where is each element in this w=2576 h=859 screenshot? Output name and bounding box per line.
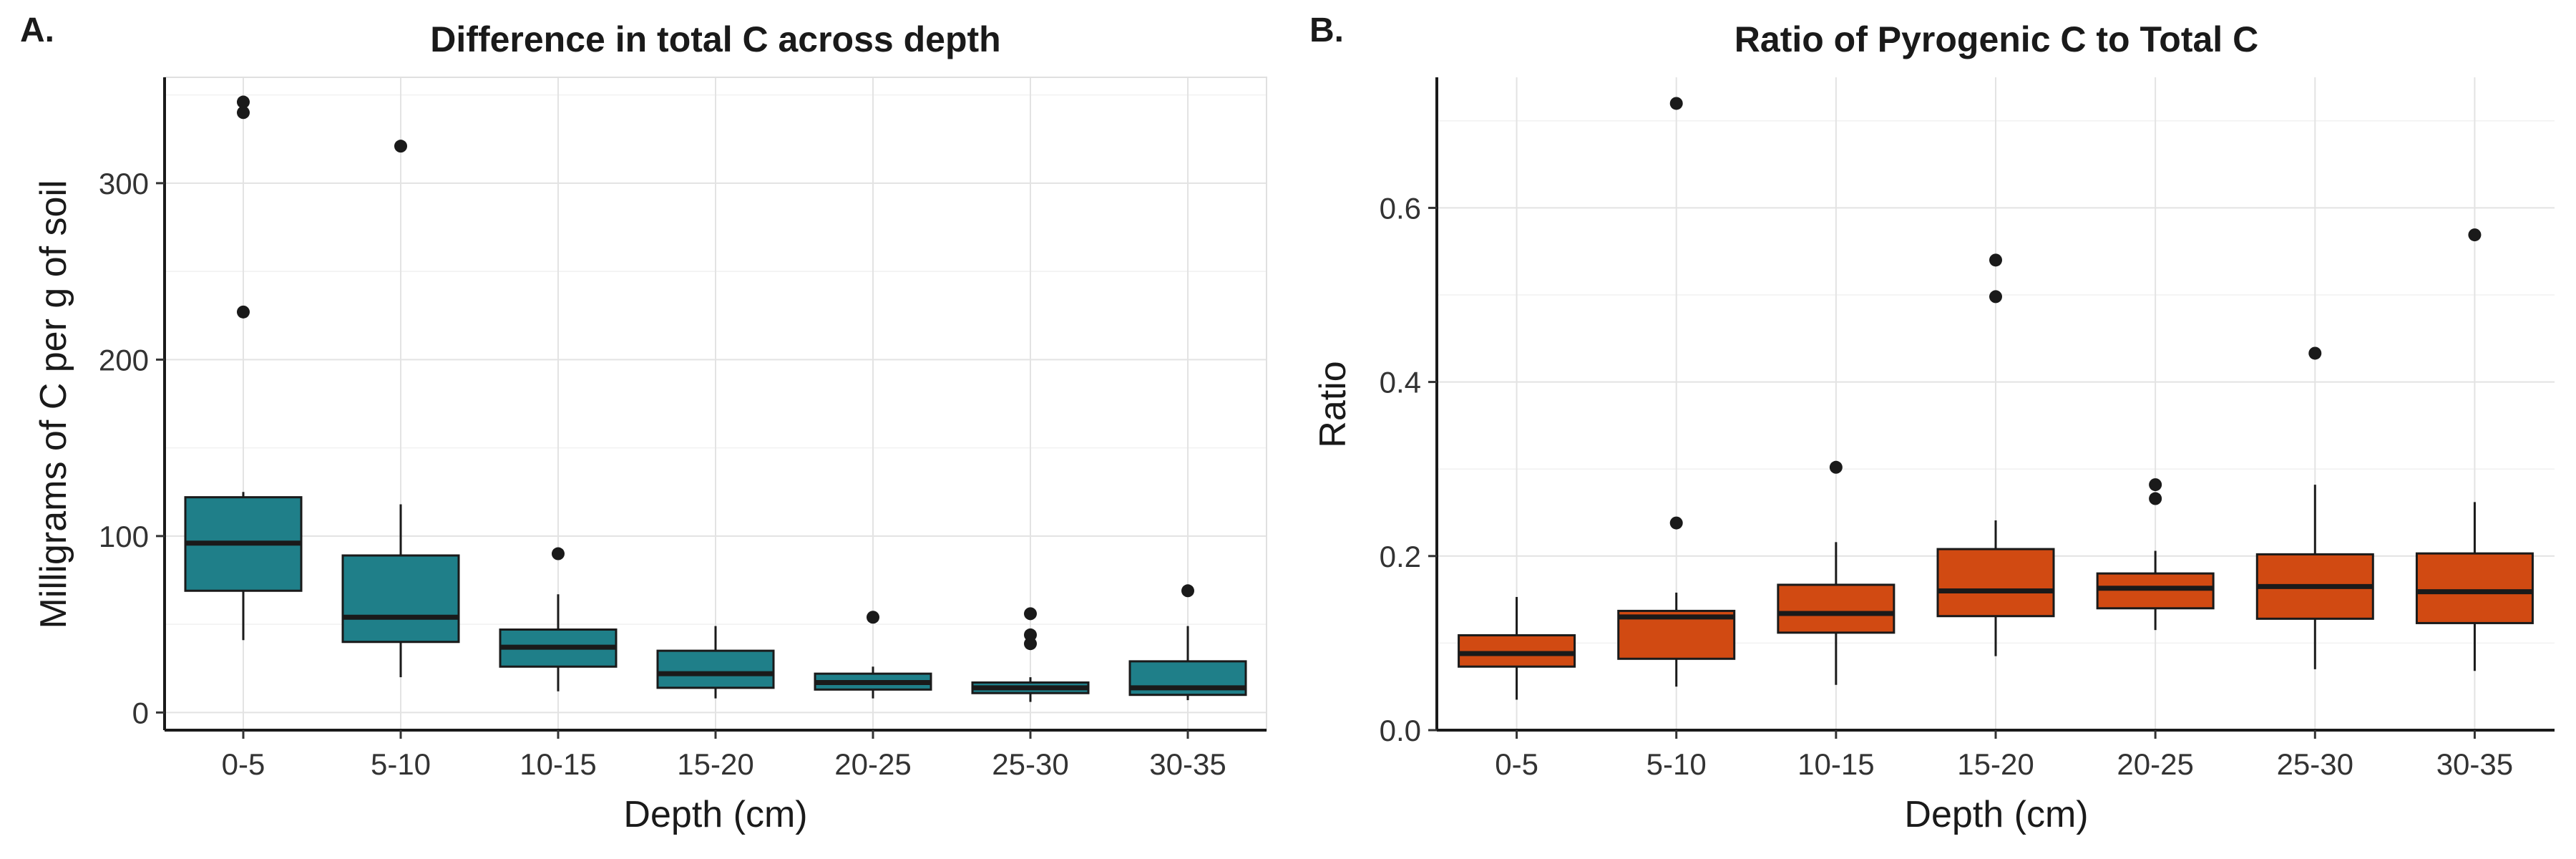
box-10-15: [499, 547, 618, 691]
y-tick-label: 0.4: [1380, 366, 1421, 399]
x-tick-label: 15-20: [1957, 747, 2034, 781]
outlier-point: [552, 547, 565, 560]
box-30-35: [2415, 228, 2534, 671]
x-tick-label: 0-5: [222, 747, 265, 781]
outlier-point: [2149, 478, 2162, 492]
x-tick-label: 10-15: [1797, 747, 1874, 781]
panel-a-ylabel: Milligrams of C per g of soil: [33, 180, 74, 629]
box-0-5: [184, 95, 303, 641]
panel-b-axes: 0.0 0.2 0.4 0.6 0-5 5-10 10-15 15-20 20-25 25-30 3…: [1380, 77, 2555, 781]
iqr-box: [1936, 548, 2055, 618]
x-tick-label: 10-15: [519, 747, 596, 781]
outlier-point: [2468, 228, 2482, 242]
outlier-point: [1989, 290, 2002, 304]
outlier-point: [2308, 346, 2322, 360]
iqr-box: [656, 649, 775, 689]
x-tick-label: 5-10: [1646, 747, 1707, 781]
box-15-20: [1936, 253, 2055, 656]
x-tick-label: 20-25: [2117, 747, 2193, 781]
panel-b: B. Ratio of Pyrogenic C to Total C 0.00.…: [1309, 11, 2555, 835]
outlier-point: [2149, 492, 2162, 505]
x-tick-label: 25-30: [992, 747, 1068, 781]
box-5-10: [341, 140, 460, 678]
box-0-5: [1458, 596, 1576, 700]
iqr-box: [2415, 552, 2534, 624]
panel-b-ylabel: Ratio: [1312, 361, 1354, 447]
outlier-point: [237, 305, 250, 319]
y-tick-label: 100: [99, 520, 149, 553]
box-10-15: [1777, 460, 1896, 685]
outlier-point: [237, 95, 250, 109]
box-5-10: [1617, 97, 1736, 687]
iqr-box: [2096, 572, 2215, 610]
panel-b-title: Ratio of Pyrogenic C to Total C: [1735, 19, 2258, 59]
box-15-20: [656, 626, 775, 699]
panel-a-xlabel: Depth (cm): [623, 794, 807, 835]
outlier-point: [237, 106, 250, 120]
outlier-point: [1829, 460, 1843, 474]
panel-a: A. Difference in total C across depth 0 1…: [20, 11, 1267, 835]
y-tick-label: 200: [99, 343, 149, 377]
iqr-box: [341, 554, 460, 644]
outlier-point: [1669, 97, 1683, 110]
x-tick-label: 25-30: [2277, 747, 2353, 781]
iqr-box: [1458, 634, 1576, 668]
y-tick-label: 0.6: [1380, 191, 1421, 225]
x-tick-label: 0-5: [1495, 747, 1538, 781]
y-tick-label: 300: [99, 167, 149, 200]
y-tick-label: 0: [132, 696, 149, 729]
box-20-25: [814, 611, 932, 699]
outlier-point: [1024, 637, 1037, 651]
outlier-point: [1669, 516, 1683, 530]
panel-a-axes: 0 100 200 300 0-5 5-10 10-15 15-20 20-25 25-30 30-…: [99, 77, 1267, 781]
panel-b-boxes: [1458, 97, 2534, 700]
box-25-30: [971, 607, 1090, 702]
panel-a-boxes: [184, 95, 1247, 702]
outlier-point: [1181, 584, 1194, 598]
outlier-point: [867, 611, 879, 624]
box-30-35: [1128, 584, 1247, 701]
panel-b-tag: B.: [1309, 11, 1344, 49]
outlier-point: [1989, 253, 2002, 267]
y-tick-label: 0.2: [1380, 540, 1421, 573]
iqr-box: [1777, 583, 1896, 634]
box-20-25: [2096, 478, 2215, 631]
x-tick-label: 30-35: [1149, 747, 1226, 781]
x-tick-label: 15-20: [677, 747, 753, 781]
x-tick-label: 20-25: [834, 747, 911, 781]
panel-b-xlabel: Depth (cm): [1904, 794, 2088, 835]
panel-a-tag: A.: [20, 11, 54, 49]
panel-a-title: Difference in total C across depth: [430, 19, 1000, 59]
y-tick-label: 0.0: [1380, 714, 1421, 747]
outlier-point: [1024, 628, 1037, 641]
outlier-point: [1024, 607, 1037, 621]
box-25-30: [2255, 346, 2374, 669]
x-tick-label: 30-35: [2436, 747, 2513, 781]
x-tick-label: 5-10: [371, 747, 431, 781]
outlier-point: [394, 140, 407, 153]
